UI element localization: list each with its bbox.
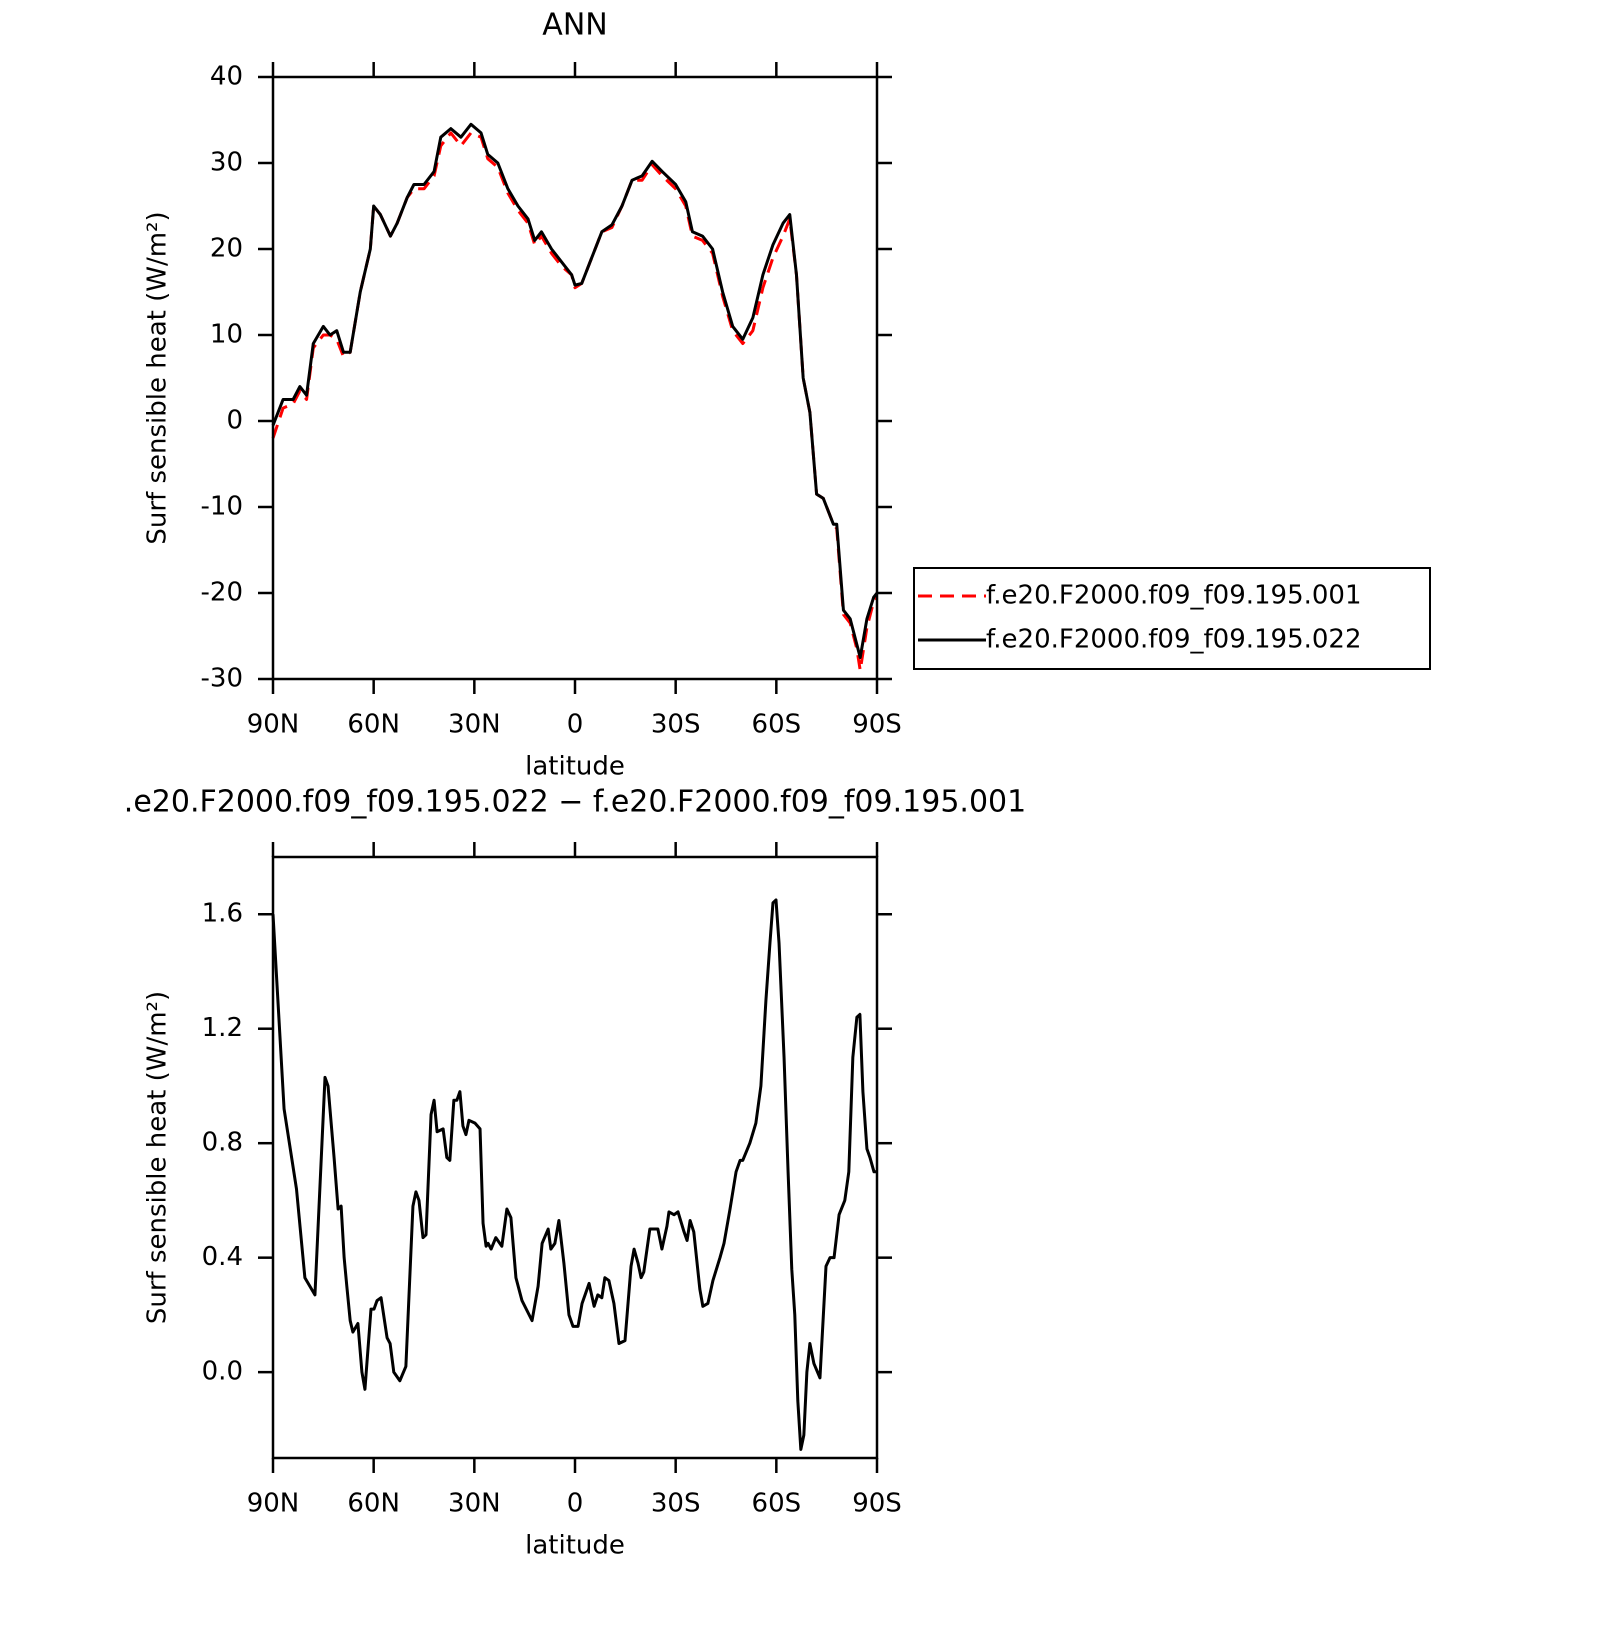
y-axis-label: Surf sensible heat (W/m²): [143, 211, 173, 544]
x-axis-label: latitude: [525, 752, 625, 782]
data-line: [271, 898, 877, 1451]
x-tick-label: 60N: [347, 710, 400, 740]
y-tick-label: 1.2: [202, 1013, 243, 1043]
y-tick-label: 0.8: [202, 1128, 243, 1158]
y-tick-label: 30: [210, 148, 243, 178]
y-tick-label: 1.6: [202, 899, 243, 929]
y-tick-label: -30: [201, 664, 243, 694]
x-tick-label: 60S: [752, 1489, 802, 1519]
x-tick-label: 60S: [752, 710, 802, 740]
plot-frame: [271, 855, 879, 1460]
x-tick-label: 0: [567, 710, 584, 740]
x-tick-label: 30S: [651, 710, 701, 740]
data-line: [271, 122, 879, 659]
chart-title: .e20.F2000.f09_f09.195.022 − f.e20.F2000…: [124, 785, 1026, 820]
x-tick-label: 30N: [448, 710, 501, 740]
x-axis-label: latitude: [525, 1531, 625, 1561]
y-tick-label: 10: [210, 320, 243, 350]
x-tick-label: 90S: [852, 710, 902, 740]
legend-label: f.e20.F2000.f09_f09.195.001: [986, 581, 1362, 611]
y-tick-label: 0: [226, 406, 243, 436]
y-tick-label: 40: [210, 62, 243, 92]
y-tick-label: -20: [201, 578, 243, 608]
y-tick-label: 20: [210, 234, 243, 264]
data-line: [271, 131, 879, 672]
plot-frame: [271, 75, 879, 681]
x-tick-label: 90S: [852, 1489, 902, 1519]
x-tick-label: 60N: [347, 1489, 400, 1519]
x-tick-label: 90N: [247, 1489, 300, 1519]
x-tick-label: 90N: [247, 710, 300, 740]
legend-box: [913, 567, 1431, 670]
y-tick-label: 0.0: [202, 1357, 243, 1387]
y-axis-label: Surf sensible heat (W/m²): [143, 991, 173, 1324]
x-tick-label: 0: [567, 1489, 584, 1519]
y-tick-label: -10: [201, 492, 243, 522]
x-tick-label: 30N: [448, 1489, 501, 1519]
chart-title: ANN: [542, 8, 607, 43]
y-tick-label: 0.4: [202, 1242, 243, 1272]
legend-label: f.e20.F2000.f09_f09.195.022: [986, 625, 1362, 655]
x-tick-label: 30S: [651, 1489, 701, 1519]
